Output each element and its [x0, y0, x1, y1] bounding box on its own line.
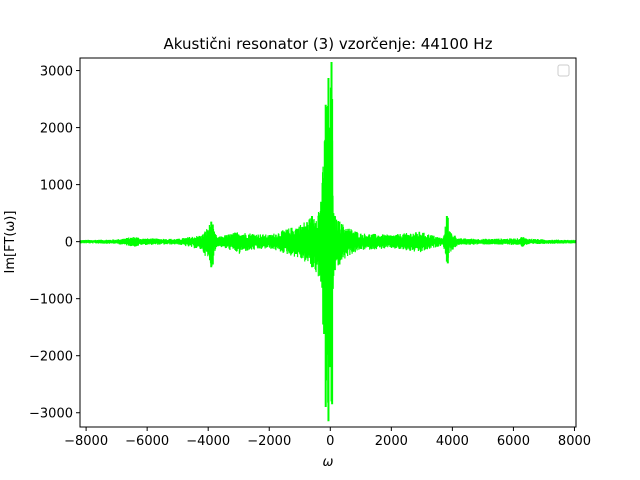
- x-axis-label: ω: [323, 455, 334, 470]
- signal-peaks: [210, 61, 449, 422]
- y-axis-label: Im[FT(ω)]: [3, 211, 18, 274]
- y-tick-label: 0: [65, 236, 73, 251]
- legend-box: [557, 64, 570, 77]
- y-axis: −3000 −2000 −1000 0 1000 2000 3000: [29, 65, 80, 422]
- y-tick-label: −3000: [29, 407, 73, 422]
- x-tick-label: −6000: [125, 434, 169, 449]
- plot-area: [80, 61, 576, 422]
- x-tick-label: 2000: [375, 434, 408, 449]
- series-layer: [80, 61, 576, 422]
- y-tick-label: −1000: [29, 293, 73, 308]
- y-tick-label: −2000: [29, 350, 73, 365]
- x-tick-label: −8000: [64, 434, 108, 449]
- x-axis: −8000 −6000 −4000 −2000 0 2000 4000 6000 8000: [64, 427, 591, 449]
- y-tick-label: 3000: [40, 65, 73, 80]
- y-tick-label: 1000: [40, 179, 73, 194]
- y-tick-label: 2000: [40, 122, 73, 137]
- x-tick-label: −4000: [186, 434, 230, 449]
- x-tick-label: −2000: [247, 434, 291, 449]
- plot-frame: [79, 57, 577, 428]
- x-tick-label: 4000: [436, 434, 469, 449]
- x-tick-label: 0: [326, 434, 334, 449]
- chart-title: Akustični resonator (3) vzorčenje: 44100…: [164, 35, 493, 53]
- x-tick-label: 6000: [497, 434, 530, 449]
- x-tick-label: 8000: [558, 434, 591, 449]
